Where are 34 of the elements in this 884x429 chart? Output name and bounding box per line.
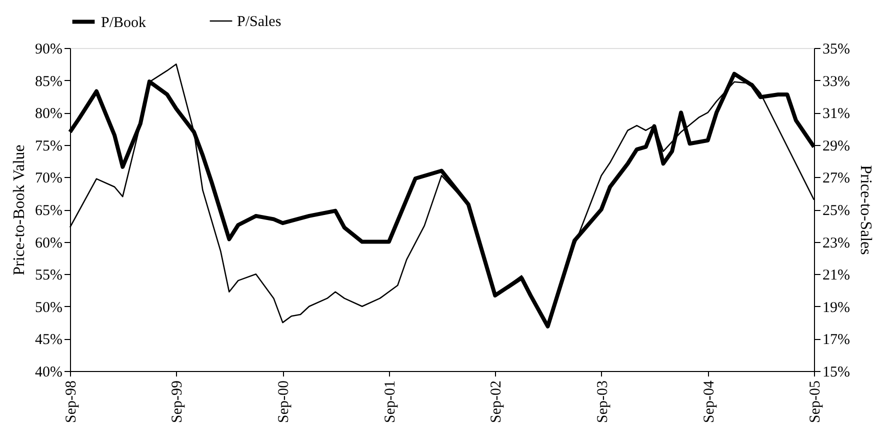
legend-label: P/Book xyxy=(101,14,147,31)
x-tick-label: Sep-00 xyxy=(276,380,292,423)
y2-axis-title: Price-to-Sales xyxy=(856,165,874,255)
y-tick-label: 70% xyxy=(35,170,62,187)
legend-label: P/Sales xyxy=(237,14,282,30)
y2-tick-label: 23% xyxy=(822,235,850,252)
y2-tick-label: 27% xyxy=(822,170,850,187)
x-tick-label: Sep-04 xyxy=(701,380,718,423)
x-tick-label: Sep-03 xyxy=(594,380,611,423)
y2-tick-label: 35% xyxy=(822,42,850,58)
x-tick-label: Sep-05 xyxy=(808,380,824,423)
y2-tick-label: 25% xyxy=(822,203,850,219)
x-tick-label: Sep-98 xyxy=(64,380,80,423)
y2-tick-label: 19% xyxy=(822,300,850,316)
y-tick-label: 45% xyxy=(35,332,62,348)
x-tick-label: Sep-02 xyxy=(488,380,505,423)
y2-tick-label: 15% xyxy=(822,364,850,380)
y-tick-label: 90% xyxy=(35,42,62,58)
y2-tick-label: 21% xyxy=(822,268,850,284)
y-tick-label: 80% xyxy=(35,106,62,122)
y-tick-label: 65% xyxy=(35,203,62,219)
y-tick-label: 85% xyxy=(35,74,62,90)
y-tick-label: 75% xyxy=(35,138,62,154)
x-tick-label: Sep-01 xyxy=(382,380,398,423)
y2-tick-label: 31% xyxy=(822,106,850,122)
y-axis-title: Price-to-Book Value xyxy=(11,144,28,276)
y2-tick-label: 29% xyxy=(822,138,850,154)
y-tick-label: 50% xyxy=(35,300,62,316)
y2-tick-label: 33% xyxy=(822,74,850,90)
y2-tick-label: 17% xyxy=(822,332,850,348)
y-tick-label: 40% xyxy=(35,364,62,380)
y-tick-label: 60% xyxy=(35,235,62,252)
y-tick-label: 55% xyxy=(35,268,62,284)
x-tick-label: Sep-99 xyxy=(170,380,186,423)
